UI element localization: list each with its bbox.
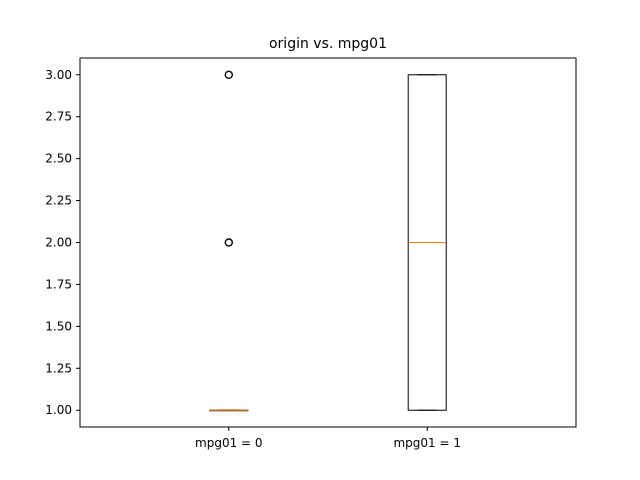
y-tick-label: 3.00 xyxy=(45,68,72,82)
y-tick-label: 1.50 xyxy=(45,319,72,333)
box-group xyxy=(407,74,447,411)
flier-point xyxy=(224,238,234,247)
x-axis: mpg01 = 0 mpg01 = 1 xyxy=(195,427,461,450)
y-tick-label: 2.25 xyxy=(45,194,72,208)
plot-area xyxy=(79,57,577,428)
y-tick-label: 1.75 xyxy=(45,277,72,291)
y-tick-label: 1.25 xyxy=(45,361,72,375)
y-tick-label: 1.00 xyxy=(45,403,72,417)
chart-title: origin vs. mpg01 xyxy=(269,36,387,52)
y-tick-label: 2.50 xyxy=(45,152,72,166)
flier-point xyxy=(224,70,234,79)
boxes xyxy=(209,70,447,412)
y-axis: 1.00 1.25 1.50 1.75 2.00 2.25 2.50 2.75 3.00 xyxy=(45,68,80,417)
box-group xyxy=(209,70,249,412)
y-tick-label: 2.00 xyxy=(45,236,72,250)
x-tick-label: mpg01 = 1 xyxy=(393,436,461,450)
x-tick-label: mpg01 = 0 xyxy=(195,436,263,450)
y-tick-label: 2.75 xyxy=(45,110,72,124)
